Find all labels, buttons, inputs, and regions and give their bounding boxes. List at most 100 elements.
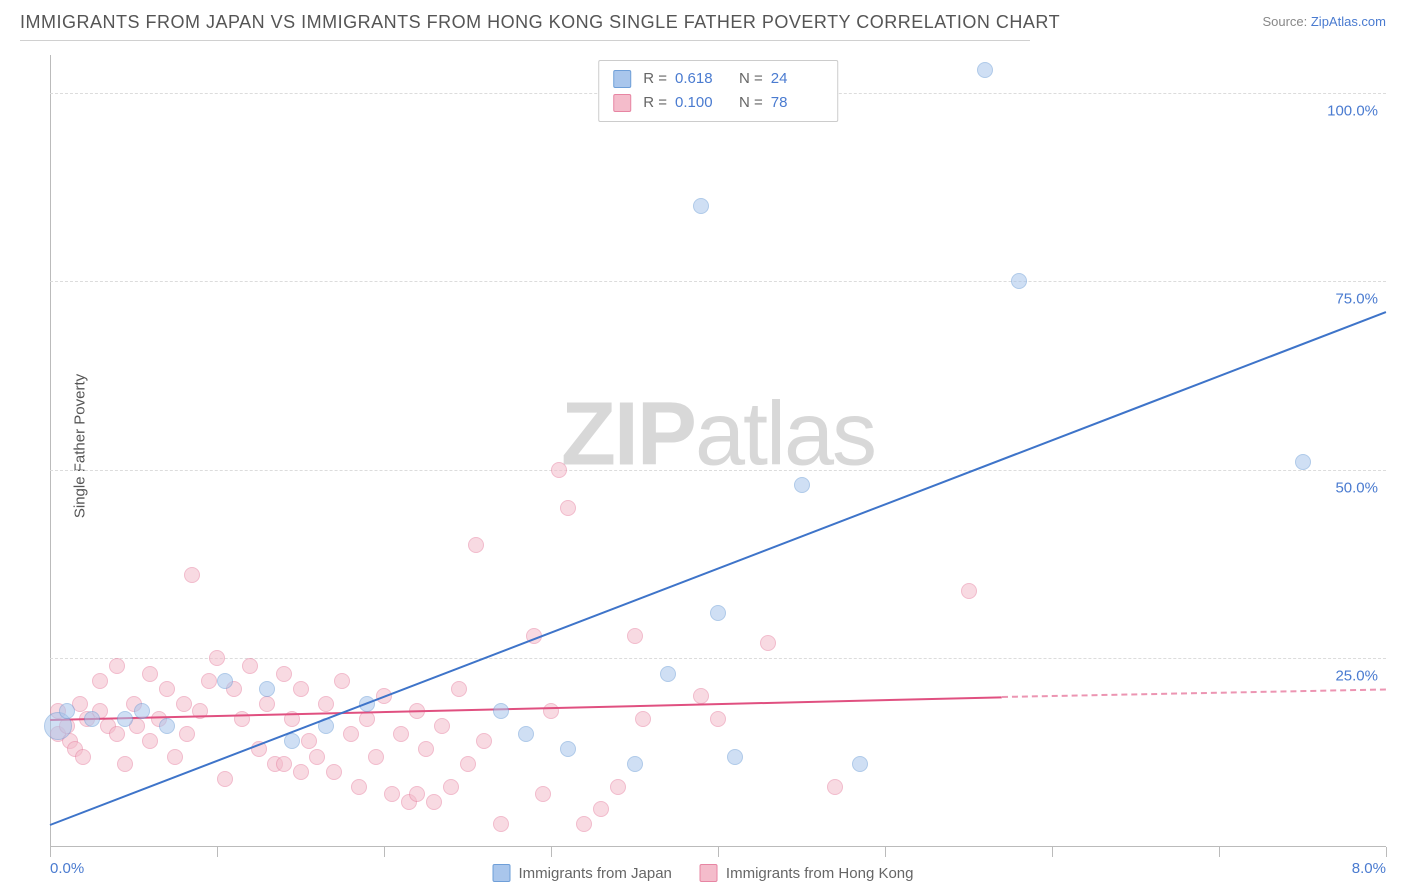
r-value-japan: 0.618: [675, 67, 727, 91]
x-tick: [50, 847, 51, 857]
data-point: [493, 816, 509, 832]
y-tick-label: 100.0%: [1327, 102, 1378, 119]
legend-item-hongkong: Immigrants from Hong Kong: [700, 864, 914, 882]
data-point: [635, 711, 651, 727]
data-point: [318, 696, 334, 712]
data-point: [961, 583, 977, 599]
data-point: [660, 666, 676, 682]
data-point: [426, 794, 442, 810]
data-point: [109, 658, 125, 674]
x-tick: [384, 847, 385, 857]
x-tick: [718, 847, 719, 857]
data-point: [460, 756, 476, 772]
data-point: [259, 696, 275, 712]
source-prefix: Source:: [1262, 14, 1310, 29]
legend-row-hongkong: R = 0.100 N = 78: [613, 91, 823, 115]
chart-plot-area: ZIPatlas 25.0%50.0%75.0%100.0%0.0%8.0% R…: [50, 55, 1386, 847]
data-point: [75, 749, 91, 765]
x-tick: [1386, 847, 1387, 857]
data-point: [234, 711, 250, 727]
x-tick: [217, 847, 218, 857]
y-tick-label: 50.0%: [1335, 479, 1378, 496]
watermark: ZIPatlas: [561, 384, 875, 487]
chart-title: IMMIGRANTS FROM JAPAN VS IMMIGRANTS FROM…: [20, 12, 1386, 33]
data-point: [710, 605, 726, 621]
regression-line-dashed: [1002, 689, 1386, 699]
r-label: R =: [643, 67, 667, 91]
gridline: [50, 281, 1386, 282]
data-point: [443, 779, 459, 795]
x-tick: [1219, 847, 1220, 857]
data-point: [309, 749, 325, 765]
data-point: [476, 733, 492, 749]
data-point: [593, 801, 609, 817]
legend-swatch-japan: [613, 70, 631, 88]
data-point: [1011, 273, 1027, 289]
data-point: [176, 696, 192, 712]
data-point: [518, 726, 534, 742]
data-point: [535, 786, 551, 802]
data-point: [852, 756, 868, 772]
data-point: [326, 764, 342, 780]
data-point: [493, 703, 509, 719]
data-point: [334, 673, 350, 689]
x-tick: [551, 847, 552, 857]
data-point: [351, 779, 367, 795]
data-point: [134, 703, 150, 719]
legend-label-hongkong: Immigrants from Hong Kong: [726, 865, 914, 882]
data-point: [560, 500, 576, 516]
data-point: [167, 749, 183, 765]
data-point: [627, 756, 643, 772]
data-point: [827, 779, 843, 795]
data-point: [92, 673, 108, 689]
data-point: [543, 703, 559, 719]
data-point: [409, 786, 425, 802]
data-point: [1295, 454, 1311, 470]
source-link[interactable]: Source: ZipAtlas.com: [1262, 14, 1386, 29]
data-point: [393, 726, 409, 742]
regression-line: [50, 312, 1387, 827]
data-point: [451, 681, 467, 697]
data-point: [259, 681, 275, 697]
data-point: [794, 477, 810, 493]
data-point: [159, 718, 175, 734]
n-label: N =: [739, 91, 763, 115]
data-point: [693, 688, 709, 704]
data-point: [627, 628, 643, 644]
data-point: [551, 462, 567, 478]
x-tick-label: 0.0%: [50, 860, 84, 877]
n-label: N =: [739, 67, 763, 91]
data-point: [159, 681, 175, 697]
legend-swatch-hongkong: [613, 94, 631, 112]
data-point: [293, 681, 309, 697]
data-point: [468, 537, 484, 553]
data-point: [343, 726, 359, 742]
data-point: [217, 673, 233, 689]
data-point: [276, 666, 292, 682]
chart-header: IMMIGRANTS FROM JAPAN VS IMMIGRANTS FROM…: [0, 0, 1406, 48]
data-point: [760, 635, 776, 651]
data-point: [293, 764, 309, 780]
legend-swatch-hongkong: [700, 864, 718, 882]
x-tick: [1052, 847, 1053, 857]
data-point: [84, 711, 100, 727]
data-point: [301, 733, 317, 749]
data-point: [59, 703, 75, 719]
r-value-hongkong: 0.100: [675, 91, 727, 115]
data-point: [142, 666, 158, 682]
data-point: [576, 816, 592, 832]
legend-row-japan: R = 0.618 N = 24: [613, 67, 823, 91]
data-point: [142, 733, 158, 749]
data-point: [368, 749, 384, 765]
y-tick-label: 75.0%: [1335, 291, 1378, 308]
data-point: [209, 650, 225, 666]
data-point: [184, 567, 200, 583]
r-label: R =: [643, 91, 667, 115]
data-point: [284, 733, 300, 749]
source-name: ZipAtlas.com: [1311, 14, 1386, 29]
data-point: [179, 726, 195, 742]
gridline: [50, 470, 1386, 471]
n-value-japan: 24: [771, 67, 823, 91]
data-point: [276, 756, 292, 772]
data-point: [117, 711, 133, 727]
